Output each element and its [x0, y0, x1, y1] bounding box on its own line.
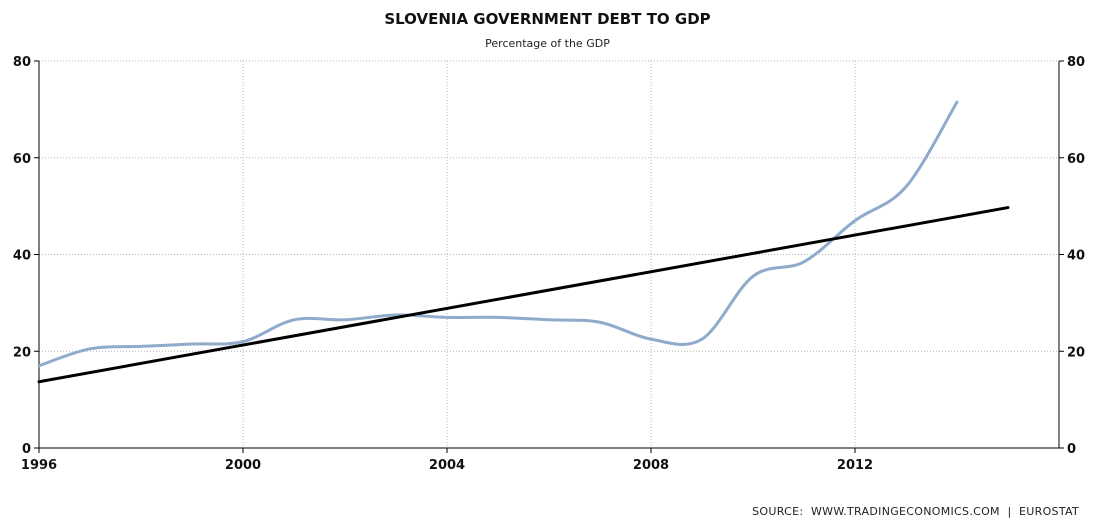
y-tick-label-right: 40 [1067, 249, 1085, 264]
series-layer [37, 100, 1010, 384]
x-tick-label: 1996 [21, 458, 57, 473]
source-label: SOURCE: [752, 505, 804, 518]
axes [34, 60, 1064, 453]
chart-canvas: 0 0 20 20 40 40 60 60 80 80 1996 2000 2004 2008 2012 [13, 55, 1085, 473]
x-tick-label: 2000 [225, 458, 261, 473]
source-separator: | [1007, 505, 1012, 518]
x-tick-label: 2012 [837, 458, 873, 473]
source-provider: EUROSTAT [1019, 505, 1079, 518]
series-line-1 [37, 100, 959, 368]
x-tick-label: 2004 [429, 458, 465, 473]
y-tick-label-right: 0 [1067, 442, 1076, 457]
y-tick-label-left: 40 [13, 249, 31, 264]
source-footer: SOURCE: WWW.TRADINGECONOMICS.COM | EUROS… [752, 505, 1079, 518]
chart-title: SLOVENIA GOVERNMENT DEBT TO GDP [384, 10, 711, 28]
y-tick-label-right: 20 [1067, 345, 1085, 360]
x-tick-label: 2008 [633, 458, 669, 473]
y-tick-label-left: 60 [13, 152, 31, 167]
y-tick-label-right: 80 [1067, 55, 1085, 70]
y-tick-label-left: 0 [22, 442, 31, 457]
y-tick-label-left: 80 [13, 55, 31, 70]
y-tick-label-left: 20 [13, 345, 31, 360]
y-tick-label-right: 60 [1067, 152, 1085, 167]
source-sites: WWW.TRADINGECONOMICS.COM [810, 505, 1000, 518]
tick-labels: 0 0 20 20 40 40 60 60 80 80 1996 2000 2004 2008 2012 [13, 55, 1085, 473]
grid-lines [38, 60, 1059, 448]
series-line-2 [37, 206, 1010, 384]
chart-subtitle: Percentage of the GDP [485, 37, 610, 50]
